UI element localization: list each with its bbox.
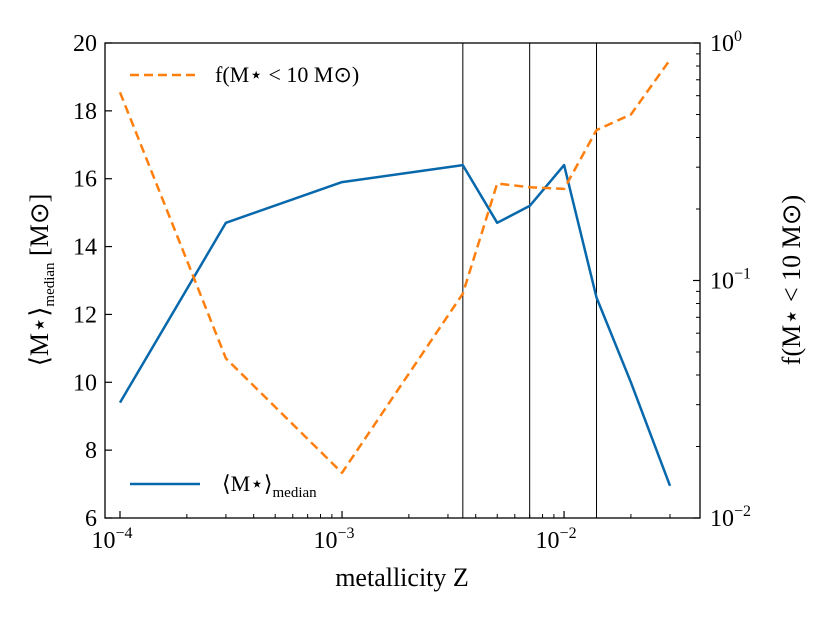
legend-median: ⟨M⋆⟩median (130, 471, 317, 501)
left-tick-label-5: 16 (73, 167, 97, 193)
left-tick-label-4: 14 (73, 235, 97, 261)
series-layer (118, 59, 672, 487)
right-tick-label-2: 100 (710, 28, 742, 57)
legend-fraction-label: f(M⋆ < 10 M⊙) (215, 62, 359, 87)
right-tick-label-1: 10−1 (710, 266, 751, 295)
x-tick-label-0: 10−4 (91, 525, 132, 554)
ticks-layer: 6 8 10 12 14 16 18 20 10−2 10−1 100 10−4 10−3 10−2 (73, 28, 751, 554)
x-tick-label-2: 10−2 (536, 525, 577, 554)
left-tick-label-0: 6 (85, 506, 97, 532)
left-tick-label-3: 12 (73, 302, 97, 328)
legend-median-label: ⟨M⋆⟩median (222, 471, 317, 501)
x-axis-label: metallicity Z (335, 563, 469, 592)
vertical-reference-lines (462, 43, 598, 518)
left-axis-label: ⟨M⋆⟩median [M⊙] (25, 194, 58, 367)
x-tick-label-1: 10−3 (314, 525, 355, 554)
left-tick-label-1: 8 (85, 438, 97, 464)
series-line-median_mass (118, 163, 672, 487)
left-tick-label-6: 18 (73, 99, 97, 125)
left-tick-label-2: 10 (73, 370, 97, 396)
right-axis-label: f(M⋆ < 10 M⊙) (777, 195, 806, 365)
series-line-fraction_below_10 (118, 59, 672, 475)
legend-fraction: f(M⋆ < 10 M⊙) (130, 62, 359, 87)
right-tick-label-0: 10−2 (710, 503, 751, 532)
left-tick-label-7: 20 (73, 31, 97, 57)
